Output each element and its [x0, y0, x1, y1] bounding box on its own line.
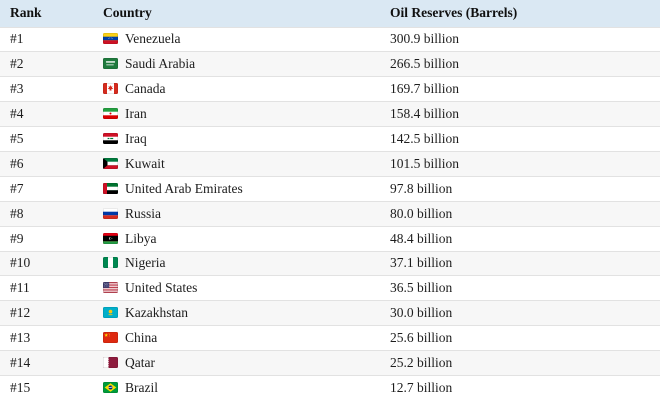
table-row: #7 United Arab Emirates 97.8 billion: [0, 175, 660, 202]
country-name: United States: [125, 280, 198, 296]
table-row: #12 Kazakhstan 30.0 billion: [0, 300, 660, 326]
country-cell: Qatar: [93, 350, 380, 376]
header-row: Rank Country Oil Reserves (Barrels): [0, 0, 660, 27]
rank-column-header: Rank: [0, 0, 93, 27]
country-cell: Canada: [93, 76, 380, 102]
saudi-arabia-flag-icon: [103, 58, 118, 70]
reserves-cell: 169.7 billion: [380, 76, 660, 102]
table-row: #13 China 25.6 billion: [0, 325, 660, 351]
country-cell: Kazakhstan: [93, 300, 380, 326]
reserves-cell: 25.2 billion: [380, 350, 660, 376]
reserves-cell: 97.8 billion: [380, 175, 660, 202]
kazakhstan-flag-icon: [103, 307, 118, 319]
rank-cell: #10: [0, 250, 93, 276]
iran-flag-icon: [103, 108, 118, 120]
venezuela-flag-icon: [103, 33, 118, 45]
reserves-cell: 80.0 billion: [380, 200, 660, 227]
country-cell: Iraq: [93, 126, 380, 152]
country-name: Russia: [125, 205, 162, 221]
reserves-column-header: Oil Reserves (Barrels): [380, 0, 660, 27]
kuwait-flag-icon: [103, 157, 118, 169]
country-cell: United States: [93, 275, 380, 301]
reserves-cell: 37.1 billion: [380, 250, 660, 276]
country-cell: United Arab Emirates: [93, 175, 380, 202]
country-cell: Kuwait: [93, 150, 380, 177]
reserves-cell: 101.5 billion: [380, 150, 660, 177]
reserves-cell: 25.6 billion: [380, 325, 660, 351]
rank-cell: #14: [0, 350, 93, 376]
rank-cell: #3: [0, 76, 93, 102]
table-row: #2 Saudi Arabia 266.5 billion: [0, 51, 660, 77]
oil-reserves-table: Rank Country Oil Reserves (Barrels) #1 Ve…: [0, 0, 660, 401]
table-row: #5 Iraq 142.5 billion: [0, 126, 660, 152]
table-row: #6 Kuwait 101.5 billion: [0, 150, 660, 177]
canada-flag-icon: [103, 83, 118, 95]
country-name: Kazakhstan: [125, 305, 188, 321]
qatar-flag-icon: [103, 357, 118, 369]
country-cell: China: [93, 325, 380, 351]
country-cell: Venezuela: [93, 26, 380, 52]
country-name: Libya: [125, 230, 157, 246]
reserves-cell: 12.7 billion: [380, 374, 660, 401]
country-name: Qatar: [125, 355, 155, 371]
reserves-cell: 266.5 billion: [380, 51, 660, 77]
reserves-cell: 36.5 billion: [380, 275, 660, 301]
country-name: Venezuela: [125, 31, 181, 47]
united-states-flag-icon: [103, 282, 118, 294]
table-row: #8 Russia 80.0 billion: [0, 200, 660, 227]
table-row: #9 Libya 48.4 billion: [0, 225, 660, 252]
table-row: #4 Iran 158.4 billion: [0, 101, 660, 127]
country-cell: Nigeria: [93, 250, 380, 276]
rank-cell: #9: [0, 225, 93, 252]
rank-cell: #4: [0, 101, 93, 127]
country-name: Iraq: [125, 131, 147, 146]
libya-flag-icon: [103, 232, 118, 244]
rank-cell: #6: [0, 150, 93, 177]
rank-cell: #13: [0, 325, 93, 351]
country-name: China: [125, 330, 158, 346]
reserves-cell: 48.4 billion: [380, 225, 660, 252]
country-column-header: Country: [93, 0, 380, 27]
country-cell: Libya: [93, 225, 380, 252]
rank-cell: #2: [0, 51, 93, 77]
country-cell: Iran: [93, 101, 380, 127]
country-name: Saudi Arabia: [125, 56, 196, 72]
country-cell: Brazil: [93, 374, 380, 401]
nigeria-flag-icon: [103, 257, 118, 269]
china-flag-icon: [103, 332, 118, 344]
uae-flag-icon: [103, 182, 118, 194]
rank-cell: #11: [0, 275, 93, 301]
rank-cell: #5: [0, 126, 93, 152]
country-name: Canada: [125, 81, 166, 97]
table-header: Rank Country Oil Reserves (Barrels): [0, 0, 660, 27]
rank-cell: #8: [0, 200, 93, 227]
table-row: #14 Qatar 25.2 billion: [0, 350, 660, 376]
brazil-flag-icon: [103, 382, 118, 394]
iraq-flag-icon: [103, 133, 118, 144]
country-name: Iran: [125, 106, 147, 122]
rank-cell: #15: [0, 374, 93, 401]
table-row: #1 Venezuela 300.9 billion: [0, 26, 660, 52]
reserves-cell: 30.0 billion: [380, 300, 660, 326]
reserves-cell: 300.9 billion: [380, 26, 660, 52]
reserves-cell: 158.4 billion: [380, 101, 660, 127]
rank-cell: #1: [0, 26, 93, 52]
country-name: Nigeria: [125, 255, 166, 271]
country-name: Kuwait: [125, 155, 165, 171]
table-row: #11 United States 36.5 billion: [0, 275, 660, 301]
table-row: #10 Nigeria 37.1 billion: [0, 250, 660, 276]
table-row: #3 Canada 169.7 billion: [0, 76, 660, 102]
reserves-cell: 142.5 billion: [380, 126, 660, 152]
rank-cell: #12: [0, 300, 93, 326]
country-cell: Saudi Arabia: [93, 51, 380, 77]
russia-flag-icon: [103, 207, 118, 219]
country-name: United Arab Emirates: [125, 180, 243, 196]
table-body: #1 Venezuela 300.9 billion #2 Saudi Arabia 26…: [0, 26, 660, 401]
country-name: Brazil: [125, 380, 158, 396]
country-cell: Russia: [93, 200, 380, 227]
table-row: #15 Brazil 12.7 billion: [0, 374, 660, 401]
rank-cell: #7: [0, 175, 93, 202]
